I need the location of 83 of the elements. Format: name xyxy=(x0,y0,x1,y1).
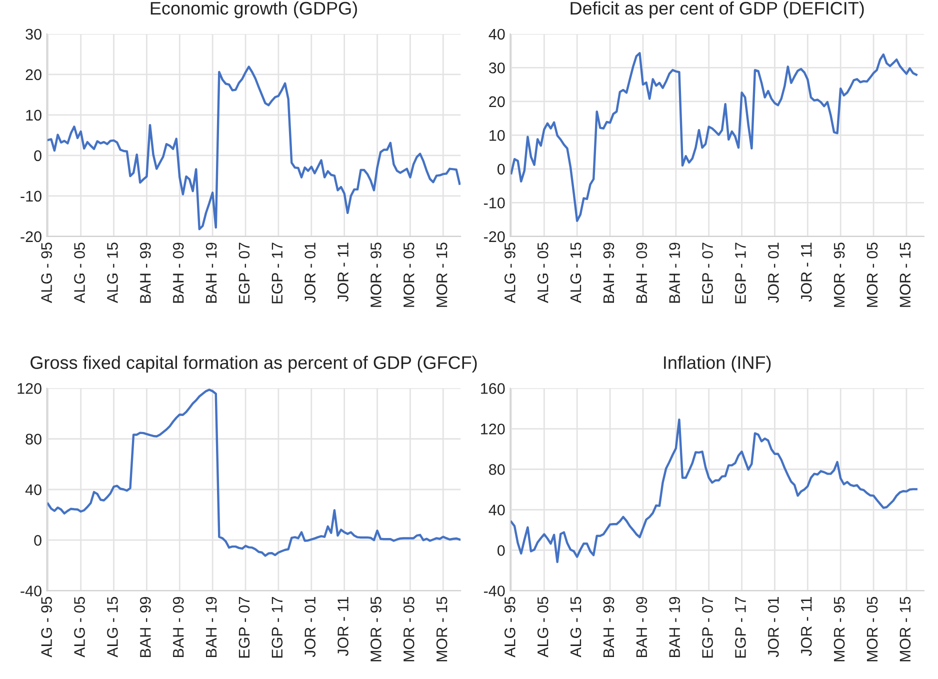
y-tick-label: 30 xyxy=(488,62,505,74)
y-tick-label: 0 xyxy=(497,164,505,175)
chart-title: Inflation (INF) xyxy=(664,356,771,373)
x-tick-label: ALG - 95 xyxy=(504,596,516,658)
x-tick-label: ALG - 95 xyxy=(41,242,52,304)
x-tick-label: JOR - 01 xyxy=(768,242,779,303)
x-tick-label: EGP - 07 xyxy=(238,242,250,304)
y-tick-label: 120 xyxy=(481,424,505,434)
chart-title: Gross fixed capital formation as percent of GDP (GFCF) xyxy=(30,356,477,373)
y-tick-label: 40 xyxy=(25,484,42,496)
x-tick-label: BAH - 19 xyxy=(669,242,680,303)
x-tick-label: EGP - 07 xyxy=(238,597,250,658)
y-tick-label: 40 xyxy=(488,504,505,516)
x-tick-label: BAH - 09 xyxy=(636,242,648,303)
x-tick-label: BAH - 99 xyxy=(140,597,151,658)
x-tick-label: JOR - 01 xyxy=(768,597,779,658)
x-tick-label: MOR - 95 xyxy=(370,596,382,662)
x-tick-label: JOR - 11 xyxy=(338,242,348,302)
y-tick-label: 10 xyxy=(490,130,505,141)
x-tick-label: JOR - 01 xyxy=(304,242,316,303)
x-tick-label: ALG - 05 xyxy=(537,596,548,658)
x-tick-label: EGP - 17 xyxy=(272,242,283,304)
y-tick-label: 80 xyxy=(489,464,505,475)
y-tick-label: -10 xyxy=(484,198,505,208)
x-tick-label: MOR - 05 xyxy=(866,596,878,662)
y-tick-label: 0 xyxy=(497,545,505,556)
x-tick-label: BAH - 99 xyxy=(603,597,614,658)
x-tick-label: MOR - 05 xyxy=(403,596,414,662)
y-tick-label: 0 xyxy=(34,150,42,162)
x-tick-label: BAH - 99 xyxy=(603,242,614,303)
y-tick-label: -10 xyxy=(20,190,42,202)
x-tick-label: ALG - 95 xyxy=(504,242,516,304)
chart-title: Economic growth (GDPG) xyxy=(150,1,357,18)
y-tick-label: -40 xyxy=(20,586,42,596)
chart-title: Deficit as per cent of GDP (DEFICIT) xyxy=(570,1,864,18)
x-tick-label: BAH - 09 xyxy=(172,597,184,658)
y-tick-label: -20 xyxy=(20,231,42,242)
x-tick-label: JOR - 11 xyxy=(338,597,348,656)
y-tick-label: 160 xyxy=(481,383,505,394)
x-tick-label: ALG - 05 xyxy=(537,242,548,304)
x-tick-label: JOR - 01 xyxy=(304,597,316,658)
x-tick-label: MOR - 95 xyxy=(370,242,382,307)
y-tick-label: -20 xyxy=(484,231,505,242)
x-tick-label: JOR - 11 xyxy=(800,242,812,302)
x-tick-label: MOR - 95 xyxy=(834,242,845,307)
x-tick-label: JOR - 11 xyxy=(800,597,812,656)
x-tick-label: MOR - 15 xyxy=(436,242,448,307)
x-tick-label: EGP - 17 xyxy=(272,597,283,658)
x-tick-label: BAH - 09 xyxy=(172,242,184,303)
line-series xyxy=(46,66,461,230)
x-tick-label: MOR - 95 xyxy=(834,596,845,662)
x-tick-label: ALG - 05 xyxy=(74,596,85,658)
x-tick-label: MOR - 05 xyxy=(866,242,878,307)
x-tick-label: MOR - 05 xyxy=(403,242,414,307)
x-tick-label: BAH - 99 xyxy=(140,242,151,303)
x-tick-label: BAH - 19 xyxy=(669,597,680,658)
x-tick-label: ALG - 05 xyxy=(74,242,85,304)
x-tick-label: ALG - 15 xyxy=(570,242,582,304)
x-tick-label: MOR - 15 xyxy=(900,242,911,307)
y-tick-label: 0 xyxy=(34,534,42,546)
x-tick-label: EGP - 17 xyxy=(735,597,746,658)
x-tick-label: ALG - 95 xyxy=(41,596,52,658)
x-tick-label: EGP - 07 xyxy=(702,597,713,658)
x-tick-label: ALG - 15 xyxy=(570,596,582,658)
x-tick-label: BAH - 09 xyxy=(636,597,648,658)
y-tick-label: 20 xyxy=(489,96,505,108)
x-tick-label: BAH - 19 xyxy=(206,597,217,658)
x-tick-label: BAH - 19 xyxy=(206,242,217,303)
x-tick-label: MOR - 15 xyxy=(900,596,911,662)
line-series xyxy=(510,52,918,222)
x-tick-label: EGP - 17 xyxy=(735,242,746,304)
y-tick-label: 80 xyxy=(26,434,42,445)
y-tick-label: -40 xyxy=(484,586,505,596)
y-tick-label: 120 xyxy=(18,383,42,394)
x-tick-label: MOR - 15 xyxy=(436,596,448,662)
y-tick-label: 40 xyxy=(488,28,505,40)
x-tick-label: ALG - 15 xyxy=(107,242,118,304)
y-tick-label: 10 xyxy=(26,110,42,121)
x-tick-label: ALG - 15 xyxy=(107,596,118,658)
y-tick-label: 20 xyxy=(26,69,42,80)
line-series xyxy=(510,418,918,564)
x-tick-label: EGP - 07 xyxy=(702,242,713,304)
y-tick-label: 30 xyxy=(26,28,42,40)
